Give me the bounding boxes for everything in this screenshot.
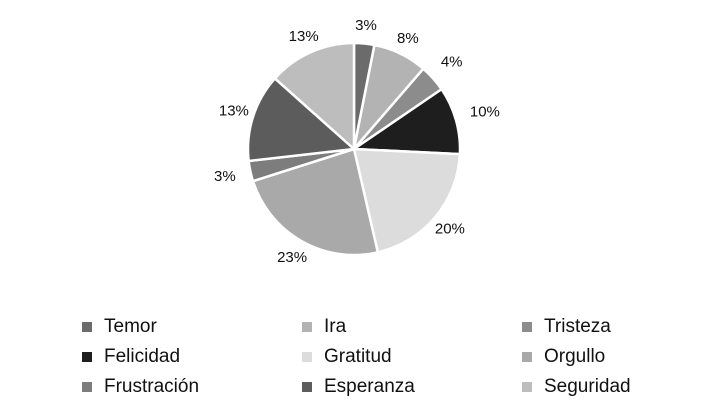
- legend-swatch-4: [302, 352, 312, 362]
- legend-label-1: Ira: [324, 316, 347, 337]
- pie-slice-4: [352, 147, 462, 254]
- legend-swatch-0: [82, 322, 92, 332]
- legend-label-0: Temor: [104, 316, 157, 337]
- data-label-6: 3%: [214, 168, 236, 185]
- legend-label-6: Frustración: [104, 376, 200, 397]
- pie-slice-5: [251, 147, 380, 257]
- legend-swatch-6: [82, 382, 92, 392]
- legend-item-1: Ira: [302, 312, 346, 342]
- legend-label-7: Esperanza: [324, 376, 415, 397]
- legend-item-8: Seguridad: [522, 372, 631, 402]
- legend-swatch-8: [522, 382, 532, 392]
- data-label-4: 20%: [435, 221, 465, 238]
- data-label-2: 4%: [441, 53, 463, 70]
- pie-slice-3: [352, 87, 462, 156]
- data-label-7: 13%: [219, 102, 249, 119]
- data-label-0: 3%: [355, 17, 377, 34]
- legend-swatch-7: [302, 382, 312, 392]
- legend-label-5: Orgullo: [544, 346, 606, 367]
- legend-label-8: Seguridad: [544, 376, 631, 397]
- legend-swatch-3: [82, 352, 92, 362]
- legend-swatch-2: [522, 322, 532, 332]
- legend-swatch-5: [522, 352, 532, 362]
- legend-item-4: Gratitud: [302, 342, 392, 372]
- chart-legend: Temor Ira Tristeza Felicidad Gratitud Orgullo…: [0, 312, 709, 408]
- legend-swatch-1: [302, 322, 312, 332]
- legend-item-0: Temor: [82, 312, 157, 342]
- legend-label-4: Gratitud: [324, 346, 392, 367]
- pie-chart: 3% 8% 4% 10% 20% 23% 3% 13% 13%: [214, 17, 500, 266]
- pie-data-labels: 3% 8% 4% 10% 20% 23% 3% 13% 13%: [214, 17, 500, 266]
- data-label-3: 10%: [470, 104, 500, 121]
- legend-item-2: Tristeza: [522, 312, 611, 342]
- data-label-5: 23%: [277, 249, 307, 266]
- pie-slices: [246, 41, 462, 257]
- legend-item-3: Felicidad: [82, 342, 180, 372]
- pie-slice-7: [246, 77, 356, 163]
- pie-slice-8: [273, 41, 356, 151]
- legend-item-7: Esperanza: [302, 372, 415, 402]
- legend-label-2: Tristeza: [544, 316, 611, 337]
- data-label-1: 8%: [397, 30, 419, 47]
- legend-label-3: Felicidad: [104, 346, 181, 367]
- data-label-8: 13%: [289, 28, 319, 45]
- pie-chart-svg: 3% 8% 4% 10% 20% 23% 3% 13% 13%: [214, 17, 500, 266]
- legend-item-5: Orgullo: [522, 342, 605, 372]
- legend-item-6: Frustración: [82, 372, 199, 402]
